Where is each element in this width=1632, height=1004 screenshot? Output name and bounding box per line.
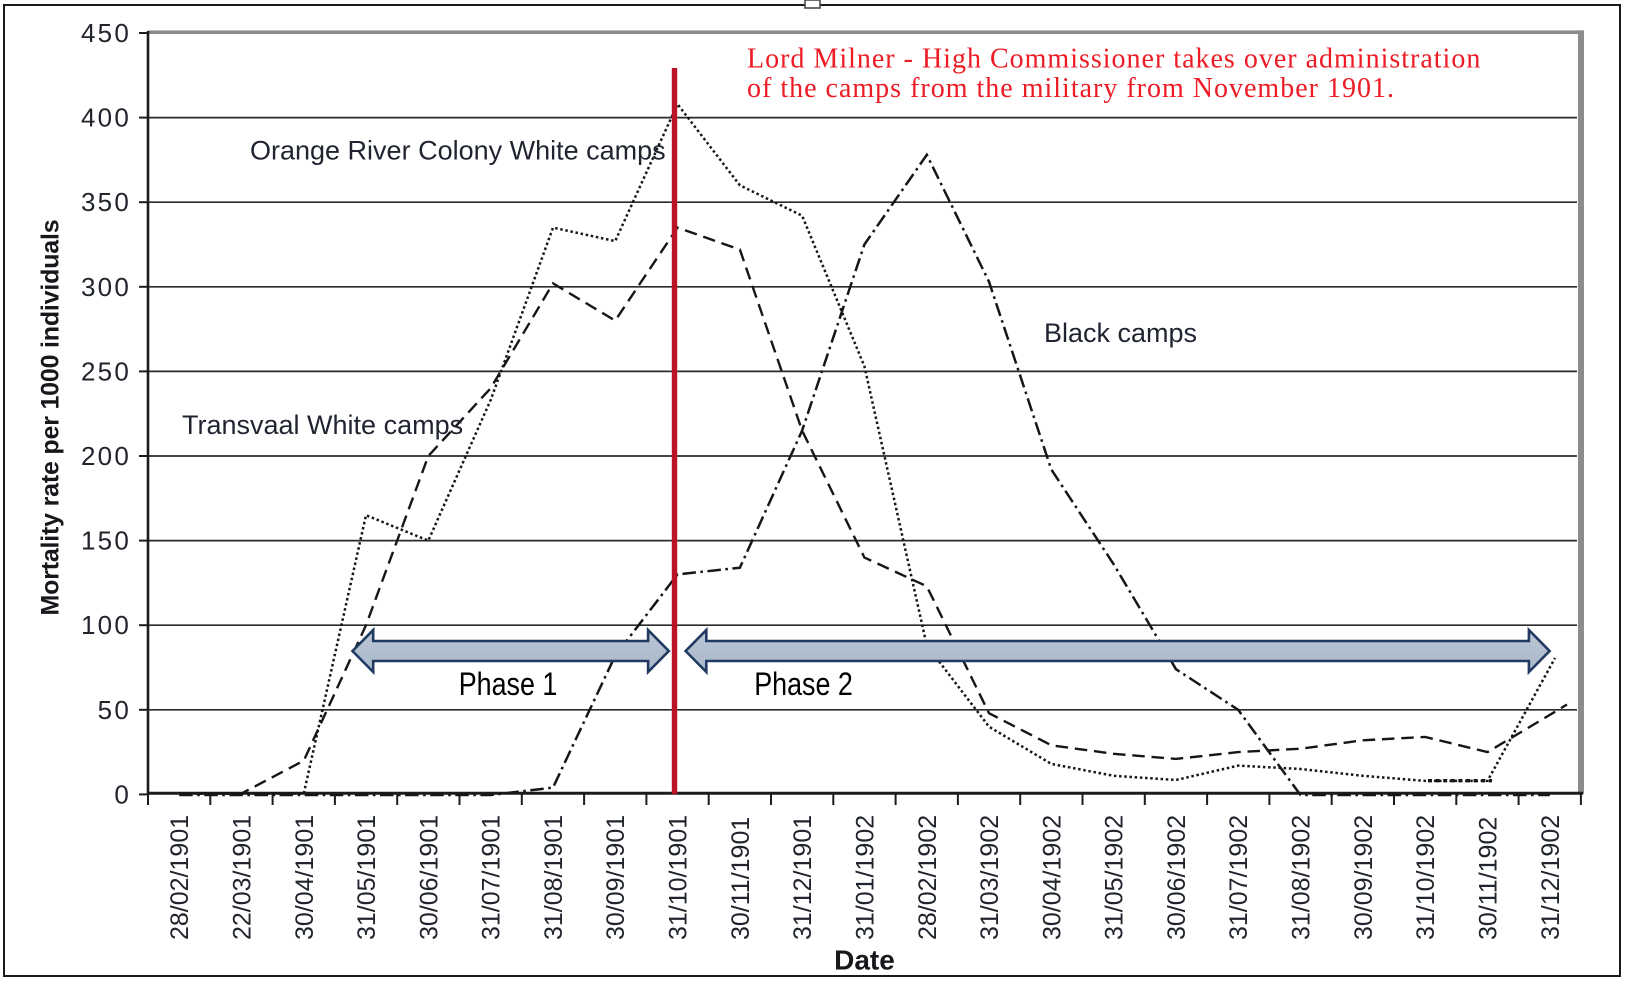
svg-text:Phase 2: Phase 2 xyxy=(754,667,853,703)
svg-text:30/06/1902: 30/06/1902 xyxy=(1163,815,1191,940)
svg-text:31/12/1902: 31/12/1902 xyxy=(1537,815,1565,940)
svg-text:Black camps: Black camps xyxy=(1044,318,1197,348)
svg-text:31/10/1902: 31/10/1902 xyxy=(1412,815,1440,940)
svg-text:31/01/1902: 31/01/1902 xyxy=(851,815,879,940)
svg-text:31/08/1901: 31/08/1901 xyxy=(540,815,568,940)
svg-text:30/09/1902: 30/09/1902 xyxy=(1350,815,1378,940)
svg-text:22/03/1901: 22/03/1901 xyxy=(228,815,256,940)
svg-text:28/02/1901: 28/02/1901 xyxy=(166,815,194,940)
svg-text:28/02/1902: 28/02/1902 xyxy=(914,815,942,940)
svg-text:400: 400 xyxy=(81,103,131,133)
svg-text:30/04/1902: 30/04/1902 xyxy=(1038,815,1066,940)
svg-text:0: 0 xyxy=(114,779,131,809)
svg-text:50: 50 xyxy=(98,695,131,725)
svg-text:of the camps from the military: of the camps from the military from Nove… xyxy=(747,73,1395,104)
svg-text:200: 200 xyxy=(81,441,131,471)
svg-text:31/03/1902: 31/03/1902 xyxy=(976,815,1004,940)
svg-text:31/05/1901: 31/05/1901 xyxy=(353,815,381,940)
svg-text:Orange River Colony White camp: Orange River Colony White camps xyxy=(250,136,666,166)
svg-text:250: 250 xyxy=(81,356,131,386)
svg-text:31/12/1901: 31/12/1901 xyxy=(789,815,817,940)
svg-text:30/06/1901: 30/06/1901 xyxy=(415,815,443,940)
svg-text:31/10/1901: 31/10/1901 xyxy=(665,815,693,940)
svg-text:100: 100 xyxy=(81,610,131,640)
svg-text:30/04/1901: 30/04/1901 xyxy=(291,815,319,940)
svg-text:Transvaal White camps: Transvaal White camps xyxy=(182,410,463,440)
svg-text:Mortality rate per 1000 indivi: Mortality rate per 1000 individuals xyxy=(37,220,65,616)
svg-text:300: 300 xyxy=(81,272,131,302)
svg-text:30/11/1902: 30/11/1902 xyxy=(1475,817,1503,940)
svg-text:31/08/1902: 31/08/1902 xyxy=(1288,815,1316,940)
svg-text:30/11/1901: 30/11/1901 xyxy=(727,817,755,940)
svg-text:450: 450 xyxy=(81,18,131,48)
svg-text:150: 150 xyxy=(81,526,131,556)
svg-text:30/09/1901: 30/09/1901 xyxy=(602,815,630,940)
svg-text:31/07/1901: 31/07/1901 xyxy=(478,815,506,940)
svg-text:Lord Milner - High Commissione: Lord Milner - High Commissioner takes ov… xyxy=(747,44,1481,75)
svg-text:31/05/1902: 31/05/1902 xyxy=(1101,815,1129,940)
svg-text:Phase 1: Phase 1 xyxy=(459,667,558,703)
svg-text:Date: Date xyxy=(834,945,895,976)
svg-text:31/07/1902: 31/07/1902 xyxy=(1225,815,1253,940)
svg-text:350: 350 xyxy=(81,187,131,217)
